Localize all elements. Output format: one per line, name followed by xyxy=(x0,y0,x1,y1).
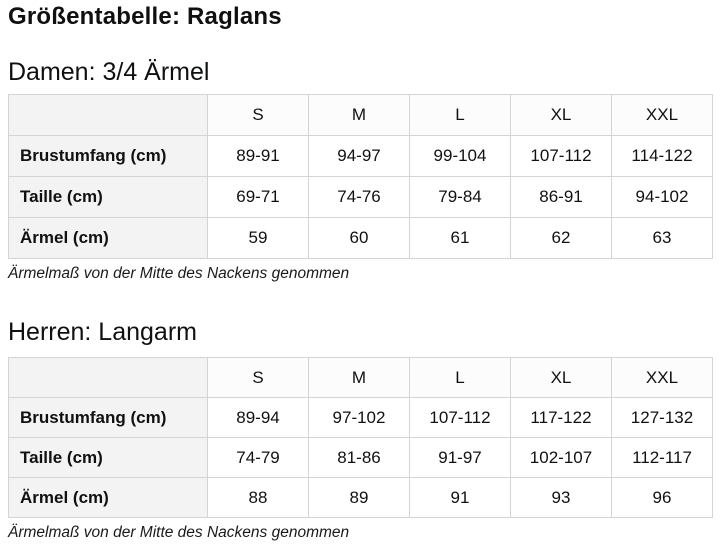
section-herren: Herren: Langarm S M L XL XXL Brustumfang… xyxy=(8,316,713,543)
size-cell: 86-91 xyxy=(510,176,612,218)
measurement-note: Ärmelmaß von der Mitte des Nackens genom… xyxy=(8,524,350,541)
corner-cell xyxy=(8,357,208,398)
size-cell: 94-102 xyxy=(611,176,713,218)
row-label: Ärmel (cm) xyxy=(8,477,208,518)
column-header: XL xyxy=(510,357,612,398)
table-row: Ärmel (cm) 59 60 61 62 63 xyxy=(8,217,713,259)
size-cell: 114-122 xyxy=(611,135,713,177)
size-cell: 102-107 xyxy=(510,437,612,478)
header-row: S M L XL XXL xyxy=(8,94,713,136)
size-cell: 60 xyxy=(308,217,410,259)
size-cell: 107-112 xyxy=(409,397,511,438)
size-table-herren: S M L XL XXL Brustumfang (cm) 89-94 97-1… xyxy=(8,357,713,518)
column-header: M xyxy=(308,94,410,136)
corner-cell xyxy=(8,94,208,136)
column-header: XXL xyxy=(611,94,713,136)
size-cell: 89-91 xyxy=(207,135,309,177)
size-cell: 91 xyxy=(409,477,511,518)
row-label: Brustumfang (cm) xyxy=(8,397,208,438)
table-row: Taille (cm) 74-79 81-86 91-97 102-107 11… xyxy=(8,437,713,478)
size-cell: 89-94 xyxy=(207,397,309,438)
table-row: Ärmel (cm) 88 89 91 93 96 xyxy=(8,477,713,518)
size-cell: 63 xyxy=(611,217,713,259)
size-cell: 89 xyxy=(308,477,410,518)
size-cell: 88 xyxy=(207,477,309,518)
size-cell: 93 xyxy=(510,477,612,518)
column-header: XL xyxy=(510,94,612,136)
size-cell: 96 xyxy=(611,477,713,518)
row-label: Brustumfang (cm) xyxy=(8,135,208,177)
table-row: Brustumfang (cm) 89-94 97-102 107-112 11… xyxy=(8,397,713,438)
column-header: S xyxy=(207,94,309,136)
size-cell: 69-71 xyxy=(207,176,309,218)
size-cell: 94-97 xyxy=(308,135,410,177)
size-cell: 107-112 xyxy=(510,135,612,177)
size-cell: 62 xyxy=(510,217,612,259)
column-header: L xyxy=(409,94,511,136)
size-cell: 74-76 xyxy=(308,176,410,218)
size-table-damen: S M L XL XXL Brustumfang (cm) 89-91 94-9… xyxy=(8,94,713,259)
row-label: Taille (cm) xyxy=(8,437,208,478)
size-cell: 117-122 xyxy=(510,397,612,438)
section-heading-herren: Herren: Langarm xyxy=(8,318,197,346)
column-header: L xyxy=(409,357,511,398)
page-title: Größentabelle: Raglans xyxy=(8,3,282,30)
size-cell: 79-84 xyxy=(409,176,511,218)
header-row: S M L XL XXL xyxy=(8,357,713,398)
row-label: Taille (cm) xyxy=(8,176,208,218)
size-cell: 99-104 xyxy=(409,135,511,177)
size-cell: 74-79 xyxy=(207,437,309,478)
size-cell: 97-102 xyxy=(308,397,410,438)
row-label: Ärmel (cm) xyxy=(8,217,208,259)
size-cell: 59 xyxy=(207,217,309,259)
table-row: Brustumfang (cm) 89-91 94-97 99-104 107-… xyxy=(8,135,713,177)
size-cell: 81-86 xyxy=(308,437,410,478)
column-header: M xyxy=(308,357,410,398)
size-cell: 61 xyxy=(409,217,511,259)
size-cell: 112-117 xyxy=(611,437,713,478)
measurement-note: Ärmelmaß von der Mitte des Nackens genom… xyxy=(8,265,350,282)
section-heading-damen: Damen: 3/4 Ärmel xyxy=(8,58,210,86)
section-damen: Damen: 3/4 Ärmel S M L XL XXL Brustumfan… xyxy=(8,56,713,284)
table-row: Taille (cm) 69-71 74-76 79-84 86-91 94-1… xyxy=(8,176,713,218)
size-cell: 91-97 xyxy=(409,437,511,478)
column-header: XXL xyxy=(611,357,713,398)
column-header: S xyxy=(207,357,309,398)
size-cell: 127-132 xyxy=(611,397,713,438)
